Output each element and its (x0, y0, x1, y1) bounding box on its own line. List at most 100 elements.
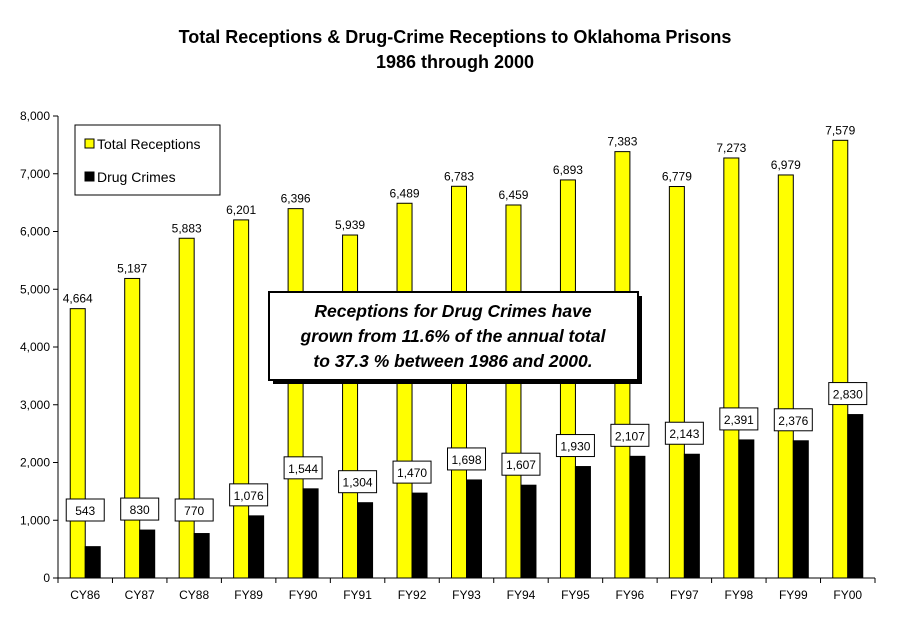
bar-total-receptions (668, 186, 685, 579)
data-label-total-receptions: 5,883 (172, 221, 202, 235)
data-label-box-drug-crimes (65, 498, 105, 522)
y-tick-label: 6,000 (20, 225, 50, 239)
bar-total-receptions (233, 219, 250, 579)
bar-drug-crimes (466, 479, 482, 579)
data-label-total-receptions: 4,664 (63, 292, 93, 306)
x-tick-label: FY95 (561, 588, 590, 602)
bar-drug-crimes (302, 488, 319, 579)
legend: Total Receptions Drug Crimes (74, 124, 221, 196)
y-tick-label: 4,000 (20, 340, 50, 354)
legend-swatch-total-receptions (84, 138, 95, 149)
y-tick-label: 8,000 (20, 109, 50, 123)
bar-drug-crimes (193, 533, 210, 579)
data-label-total-receptions: 7,383 (607, 135, 637, 149)
data-label-total-receptions: 6,459 (498, 188, 528, 202)
bar-total-receptions (396, 202, 413, 579)
bar-total-receptions (287, 208, 304, 579)
bar-total-receptions (124, 277, 141, 579)
bar-total-receptions (342, 234, 359, 579)
data-label-total-receptions: 6,489 (390, 186, 420, 200)
data-label-drug-crimes: 2,107 (615, 429, 645, 443)
annotation-line-3: to 37.3 % between 1986 and 2000. (313, 351, 592, 371)
data-label-total-receptions: 6,201 (226, 203, 256, 217)
x-tick-label: FY96 (616, 588, 645, 602)
data-label-total-receptions: 6,779 (662, 170, 692, 184)
bar-drug-crimes (139, 529, 156, 579)
data-label-drug-crimes: 2,143 (669, 427, 699, 441)
data-label-total-receptions: 6,893 (553, 163, 583, 177)
annotation-line-2: grown from 11.6% of the annual total (300, 326, 607, 346)
y-tick-label: 5,000 (20, 282, 50, 296)
bar-drug-crimes (574, 466, 591, 579)
data-label-box-drug-crimes (828, 382, 868, 406)
data-label-drug-crimes: 1,076 (234, 489, 264, 503)
bar-total-receptions (723, 157, 740, 579)
y-tick-label: 1,000 (20, 513, 50, 527)
data-label-box-drug-crimes (664, 421, 704, 445)
chart-title: Total Receptions & Drug-Crime Receptions… (179, 27, 732, 47)
data-label-total-receptions: 5,187 (117, 261, 147, 275)
chart-subtitle: 1986 through 2000 (376, 52, 534, 72)
x-tick-label: CY87 (125, 588, 155, 602)
legend-label-total-receptions: Total Receptions (97, 136, 201, 152)
data-label-box-drug-crimes (120, 497, 160, 521)
data-label-box-drug-crimes (610, 423, 650, 447)
data-label-box-drug-crimes (447, 447, 486, 471)
bar-total-receptions (178, 237, 195, 579)
data-label-drug-crimes: 1,607 (506, 458, 536, 472)
y-axis: 0 1,000 2,000 3,000 4,000 5,000 6,000 7,000 8,00… (20, 109, 58, 585)
bar-drug-crimes (738, 439, 755, 579)
data-label-drug-crimes: 830 (130, 503, 150, 517)
data-label-drug-crimes: 1,698 (451, 453, 481, 467)
y-tick-label: 0 (43, 571, 50, 585)
bar-drug-crimes (847, 414, 864, 579)
bar-total-receptions (505, 204, 522, 579)
bar-drug-crimes (520, 484, 537, 579)
bar-total-receptions (777, 174, 794, 579)
x-tick-label: FY94 (507, 588, 536, 602)
bar-total-receptions (832, 139, 849, 579)
data-label-drug-crimes: 770 (184, 504, 204, 518)
annotation-line-1: Receptions for Drug Crimes have (314, 301, 591, 321)
x-tick-label: FY90 (289, 588, 318, 602)
bar-drug-crimes (683, 453, 700, 579)
bar-drug-crimes (411, 492, 428, 579)
x-tick-label: FY99 (779, 588, 808, 602)
data-label-box-drug-crimes (283, 456, 323, 480)
data-label-box-drug-crimes (773, 408, 813, 432)
data-label-box-drug-crimes (555, 434, 595, 458)
x-tick-label: CY88 (179, 588, 209, 602)
annotation-shadow-right (638, 296, 642, 384)
legend-label-drug-crimes: Drug Crimes (97, 169, 176, 185)
data-label-total-receptions: 7,273 (716, 141, 746, 155)
data-label-total-receptions: 6,783 (444, 169, 474, 183)
data-label-box-drug-crimes (174, 498, 214, 522)
x-axis: CY86 CY87 CY88 FY89 FY90 FY91 FY92 FY93 FY94 FY95… (57, 578, 876, 602)
bar-drug-crimes (629, 455, 646, 579)
legend-box (74, 124, 221, 196)
drug-crimes-series (84, 414, 864, 579)
bar-drug-crimes (357, 502, 374, 579)
data-label-box-drug-crimes (392, 460, 432, 484)
x-tick-label: FY92 (398, 588, 427, 602)
data-label-total-receptions: 5,939 (335, 218, 365, 232)
data-label-box-drug-crimes (719, 407, 759, 431)
x-tick-label: CY86 (70, 588, 100, 602)
data-label-total-receptions: 6,979 (771, 158, 801, 172)
data-label-total-receptions: 6,396 (281, 192, 311, 206)
y-tick-label: 2,000 (20, 456, 50, 470)
legend-swatch-drug-crimes (84, 171, 95, 182)
x-tick-label: FY00 (833, 588, 862, 602)
data-label-drug-crimes: 1,544 (288, 462, 318, 476)
x-tick-label: FY97 (670, 588, 699, 602)
bar-drug-crimes (248, 515, 265, 579)
data-label-drug-crimes: 2,391 (724, 413, 754, 427)
data-label-drug-crimes: 1,930 (560, 440, 590, 454)
data-label-drug-crimes: 2,376 (778, 414, 808, 428)
bar-drug-crimes (792, 440, 809, 579)
data-labels: 4,664 543 5,187 830 5,883 770 6,201 1,076 6,396 1… (63, 123, 868, 522)
data-label-box-drug-crimes (229, 483, 269, 507)
x-tick-label: FY93 (452, 588, 481, 602)
bar-drug-crimes (84, 546, 101, 579)
